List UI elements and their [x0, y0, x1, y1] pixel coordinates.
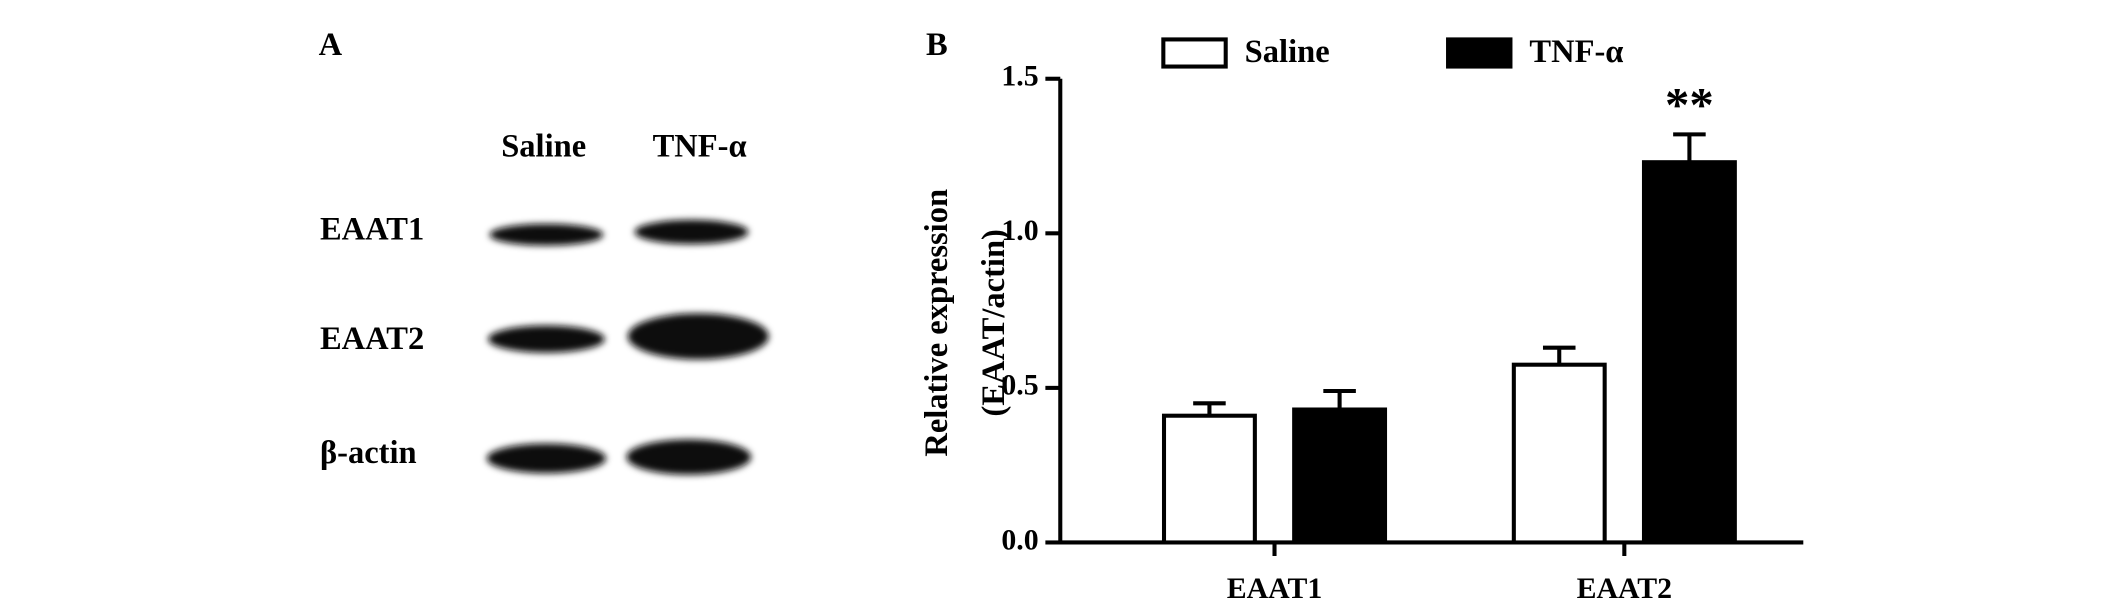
row-label: EAAT1	[320, 211, 424, 247]
lane-label: TNF-α	[653, 129, 747, 165]
annotation: **	[1665, 78, 1714, 132]
x-tick-label: EAAT2	[1577, 572, 1673, 605]
bar	[1161, 413, 1257, 545]
legend-label: TNF-α	[1529, 34, 1623, 70]
bar	[1641, 160, 1737, 545]
y-axis-label-line: (EAAT/actin)	[976, 229, 1012, 416]
y-tick-label: 0.0	[1001, 523, 1038, 556]
panel-label: A	[319, 27, 343, 63]
blot	[486, 219, 769, 475]
y-tick-label: 1.0	[1001, 214, 1038, 247]
y-tick-label: 0.5	[1001, 369, 1038, 402]
y-axis-label: Relative expression (EAAT/actin)	[919, 189, 1012, 457]
lane-label: Saline	[501, 129, 586, 165]
bar	[1292, 407, 1388, 545]
x-tick-label: EAAT1	[1227, 572, 1323, 605]
bar	[1511, 362, 1607, 545]
legend-swatch	[1446, 37, 1513, 69]
legend-label: Saline	[1245, 34, 1330, 70]
row-label: β-actin	[320, 435, 417, 471]
y-axis-label-line: Relative expression	[919, 189, 955, 457]
y-tick-label: 1.5	[1001, 60, 1038, 93]
legend-swatch	[1161, 37, 1228, 69]
row-label: EAAT2	[320, 321, 424, 357]
panel-label: B	[926, 27, 948, 63]
